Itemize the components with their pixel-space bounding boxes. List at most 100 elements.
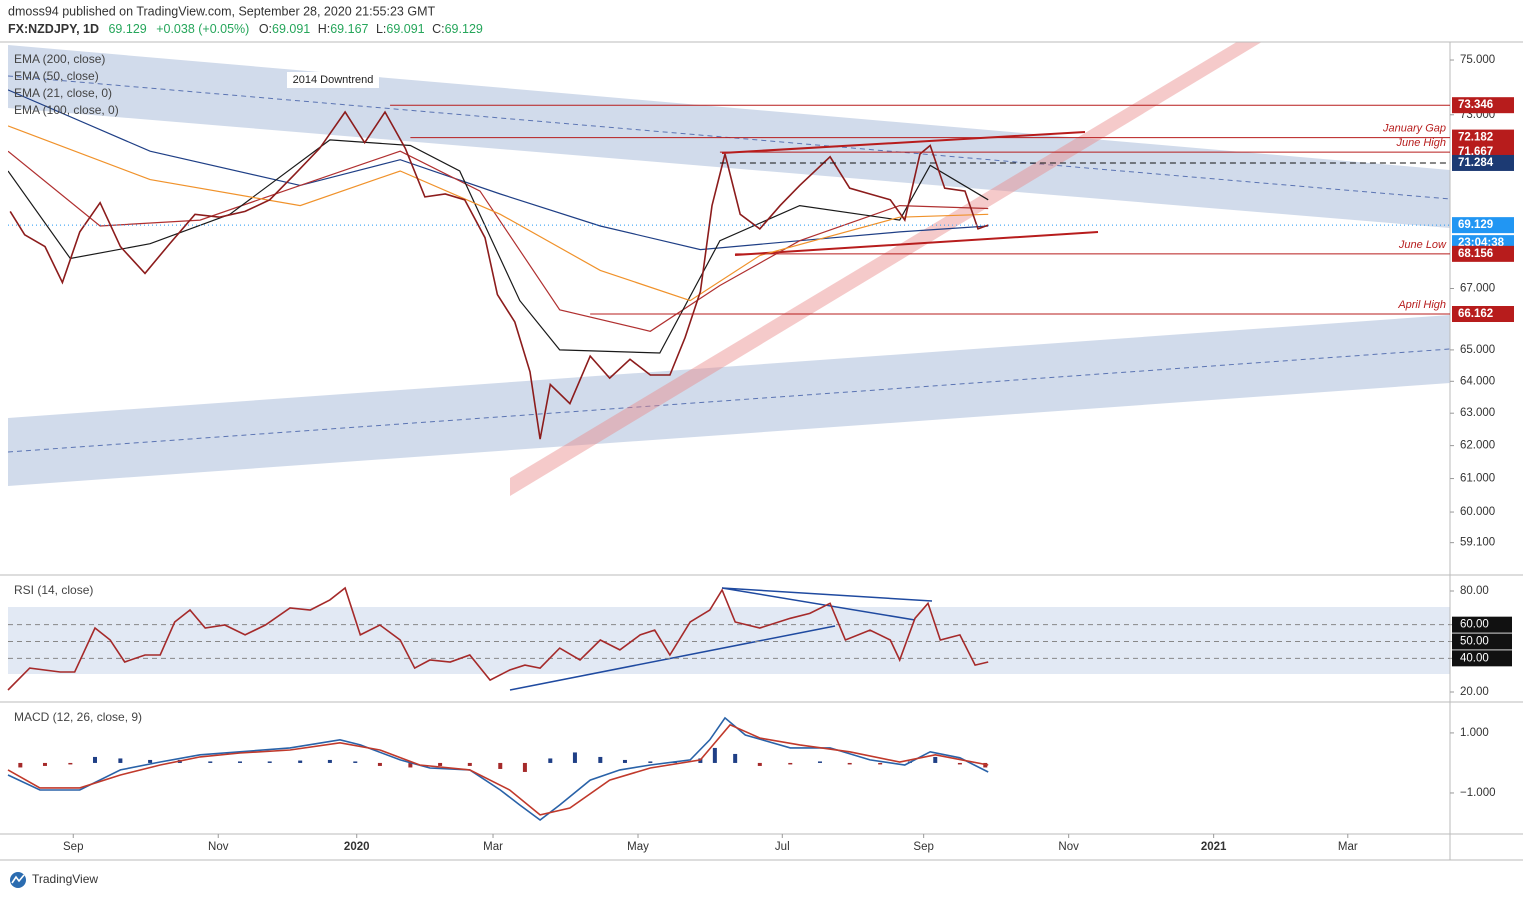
histogram-bar bbox=[42, 762, 47, 766]
tick-badge bbox=[1452, 633, 1512, 650]
annotation: 2014 Downtrend bbox=[293, 74, 374, 86]
histogram-bar bbox=[408, 762, 413, 768]
annotation-bg bbox=[287, 72, 379, 88]
histogram-bar bbox=[957, 762, 962, 765]
histogram-bar bbox=[498, 762, 503, 769]
series-line bbox=[8, 139, 989, 354]
y-tick-label: 50.00 bbox=[1460, 636, 1489, 648]
histogram-bar bbox=[298, 760, 303, 763]
histogram-bar bbox=[353, 761, 358, 763]
y-tick-label: 60.00 bbox=[1460, 619, 1489, 631]
histogram-bar bbox=[92, 756, 97, 763]
ohlc-value: 69.091 bbox=[386, 22, 424, 36]
x-tick-label: Nov bbox=[1058, 841, 1079, 853]
y-tick-label: 59.100 bbox=[1460, 537, 1495, 549]
price-badge bbox=[1452, 97, 1514, 114]
histogram-bar bbox=[377, 762, 382, 766]
histogram-bar bbox=[18, 762, 23, 768]
price-badge-label: 71.284 bbox=[1458, 157, 1494, 169]
histogram-bar bbox=[548, 758, 553, 763]
trend-band bbox=[510, 42, 1262, 496]
y-tick-label: 80.00 bbox=[1460, 585, 1489, 597]
level-label: January Gap bbox=[1382, 123, 1446, 135]
histogram-bar bbox=[598, 756, 603, 763]
level-label: April High bbox=[1397, 299, 1446, 311]
ohlc-value: 69.167 bbox=[330, 22, 368, 36]
change: +0.038 (+0.05%) bbox=[156, 22, 249, 36]
price-badge-label: 66.162 bbox=[1458, 308, 1493, 320]
histogram-bar bbox=[788, 762, 793, 765]
histogram-bar bbox=[467, 762, 472, 766]
series-line bbox=[7, 716, 989, 822]
y-tick-label: 67.000 bbox=[1460, 283, 1495, 295]
ohlc-key: H: bbox=[318, 22, 331, 36]
pane-title: RSI (14, close) bbox=[14, 583, 93, 597]
histogram-bar bbox=[847, 762, 852, 765]
y-tick-label: 60.000 bbox=[1460, 506, 1495, 518]
price-badge bbox=[1452, 154, 1514, 171]
series-line bbox=[7, 723, 989, 816]
x-tick-label: Nov bbox=[208, 841, 229, 853]
ohlc-key: O: bbox=[259, 22, 272, 36]
last-price: 69.129 bbox=[108, 22, 146, 36]
histogram-bar bbox=[648, 761, 653, 763]
price-badge-label: 68.156 bbox=[1458, 248, 1493, 260]
brand-logo bbox=[10, 872, 26, 888]
series-line bbox=[8, 89, 989, 251]
price-badge bbox=[1452, 306, 1514, 323]
ohlc-value: 69.129 bbox=[445, 22, 483, 36]
y-tick-label: 75.000 bbox=[1460, 54, 1495, 66]
x-tick-label: Jul bbox=[775, 841, 790, 853]
x-tick-label: Mar bbox=[1338, 841, 1358, 853]
price-badge-label: 69.129 bbox=[1458, 219, 1493, 231]
drawings bbox=[8, 42, 1450, 496]
y-tick-label: 1.000 bbox=[1460, 727, 1489, 739]
histogram-bar bbox=[712, 747, 717, 763]
x-tick-label: Mar bbox=[483, 841, 503, 853]
x-tick-label: 2021 bbox=[1201, 841, 1227, 853]
x-tick-label: Sep bbox=[913, 841, 933, 853]
histogram-bar bbox=[267, 761, 272, 763]
legend-entry: EMA (21, close, 0) bbox=[14, 86, 112, 100]
series-line bbox=[8, 150, 989, 332]
y-tick-label: 65.000 bbox=[1460, 344, 1495, 356]
y-tick-label: 64.000 bbox=[1460, 375, 1495, 387]
x-tick-label: Sep bbox=[63, 841, 83, 853]
symbol: FX:NZDJPY, 1D bbox=[8, 22, 99, 36]
channel-midline bbox=[8, 348, 1450, 453]
histogram-bar bbox=[878, 762, 883, 765]
price-badge bbox=[1452, 129, 1514, 146]
y-tick-label: 62.000 bbox=[1460, 440, 1495, 452]
legend-entry: EMA (50, close) bbox=[14, 69, 99, 83]
brand: TradingView bbox=[32, 872, 98, 886]
histogram-bar bbox=[438, 762, 443, 766]
series-line bbox=[8, 125, 989, 302]
trendline bbox=[734, 231, 1099, 256]
rsi-trendline bbox=[721, 587, 916, 621]
tick-badge bbox=[1452, 616, 1512, 633]
histogram-bar bbox=[622, 759, 627, 763]
histogram-bar bbox=[817, 761, 822, 763]
tick-badge bbox=[1452, 650, 1512, 667]
ohlc-key: C: bbox=[432, 22, 445, 36]
histogram-bar bbox=[522, 762, 527, 772]
level-label: June High bbox=[1395, 137, 1446, 149]
series-line bbox=[9, 110, 989, 440]
x-tick-label: May bbox=[627, 841, 649, 853]
legend-entry: EMA (100, close, 0) bbox=[14, 103, 119, 117]
histogram-bar bbox=[757, 762, 762, 766]
histogram-bar bbox=[933, 756, 938, 763]
ohlc-key: L: bbox=[376, 22, 386, 36]
rsi-band bbox=[8, 607, 1450, 674]
price-pane bbox=[8, 89, 989, 440]
y-tick-label: 61.000 bbox=[1460, 473, 1495, 485]
pane-title: MACD (12, 26, close, 9) bbox=[14, 710, 142, 724]
histogram-bar bbox=[208, 761, 213, 763]
histogram-bar bbox=[572, 752, 577, 763]
rsi-trendline bbox=[721, 587, 933, 602]
y-tick-label: −1.000 bbox=[1460, 787, 1496, 799]
histogram-bar bbox=[148, 759, 153, 763]
trendline bbox=[721, 131, 1086, 154]
level-label: June Low bbox=[1398, 239, 1447, 251]
